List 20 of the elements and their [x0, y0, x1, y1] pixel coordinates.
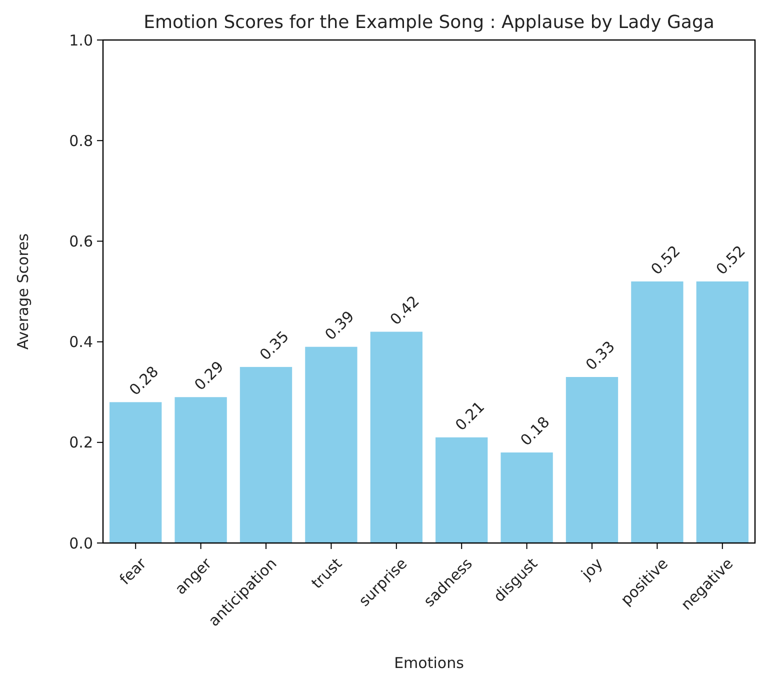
chart-title: Emotion Scores for the Example Song : Applause by Lady Gaga: [144, 12, 714, 33]
x-tick-label: joy: [577, 554, 606, 584]
y-tick-label: 0.6: [69, 232, 93, 250]
y-tick-label: 0.0: [69, 534, 93, 552]
x-axis-title: Emotions: [394, 654, 464, 672]
bar: [500, 452, 553, 543]
bar: [305, 346, 358, 543]
bar: [566, 377, 618, 543]
bar: [110, 402, 162, 543]
bar: [240, 366, 292, 543]
y-tick-label: 1.0: [69, 31, 93, 50]
y-axis-title: Average Scores: [14, 233, 32, 350]
y-tick-label: 0.8: [69, 132, 93, 150]
y-tick-label: 0.4: [69, 333, 93, 352]
y-tick-label: 0.2: [69, 434, 93, 452]
bar: [436, 437, 488, 543]
bar: [631, 281, 684, 543]
bar: [370, 332, 422, 543]
bar: [696, 281, 748, 543]
bar: [174, 397, 227, 543]
